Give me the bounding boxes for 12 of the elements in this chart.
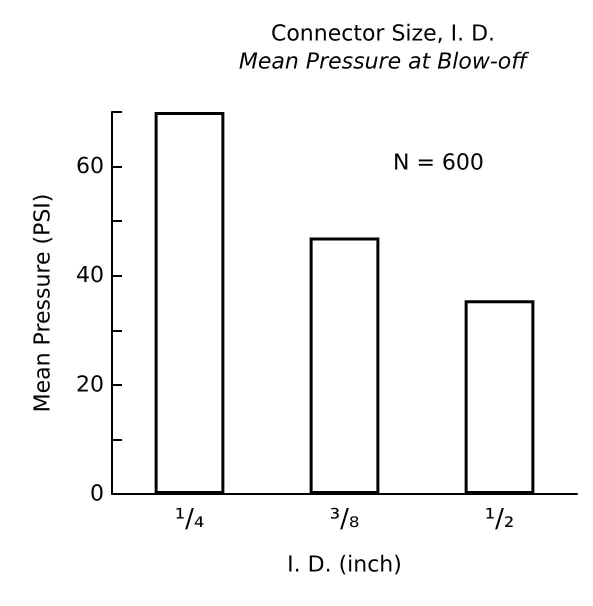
x-tick-label: ¹/₂	[484, 504, 514, 534]
y-tick-label: 20	[76, 372, 104, 398]
x-tick-label: ¹/₄	[174, 504, 204, 534]
y-tick-label: 40	[76, 263, 104, 288]
chart-title: Connector Size, I. D.	[270, 22, 496, 46]
y-axis-title: Mean Pressure (PSI)	[30, 194, 56, 412]
x-axis-title: I. D. (inch)	[287, 552, 402, 578]
annotation: N = 600	[393, 150, 484, 176]
y-tick-label: 0	[90, 482, 104, 506]
chart-subtitle: Mean Pressure at Blow-off	[238, 50, 530, 74]
y-tick-label: 60	[76, 154, 104, 180]
x-tick-label: ³/₈	[330, 504, 360, 534]
